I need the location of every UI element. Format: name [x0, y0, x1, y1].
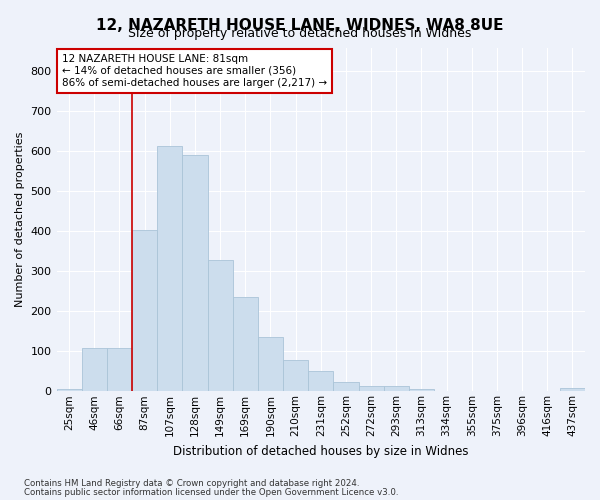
Bar [233, 298, 258, 392]
Bar [409, 390, 434, 392]
Bar [359, 386, 383, 392]
Bar [82, 348, 107, 392]
Text: Contains public sector information licensed under the Open Government Licence v3: Contains public sector information licen… [24, 488, 398, 497]
Bar [258, 338, 283, 392]
X-axis label: Distribution of detached houses by size in Widnes: Distribution of detached houses by size … [173, 444, 469, 458]
Bar [283, 360, 308, 392]
Text: Contains HM Land Registry data © Crown copyright and database right 2024.: Contains HM Land Registry data © Crown c… [24, 479, 359, 488]
Bar [560, 388, 585, 392]
Bar [56, 390, 82, 392]
Text: 12, NAZARETH HOUSE LANE, WIDNES, WA8 8UE: 12, NAZARETH HOUSE LANE, WIDNES, WA8 8UE [96, 18, 504, 32]
Bar [383, 386, 409, 392]
Bar [157, 146, 182, 392]
Bar [308, 372, 334, 392]
Text: 12 NAZARETH HOUSE LANE: 81sqm
← 14% of detached houses are smaller (356)
86% of : 12 NAZARETH HOUSE LANE: 81sqm ← 14% of d… [62, 54, 327, 88]
Text: Size of property relative to detached houses in Widnes: Size of property relative to detached ho… [128, 28, 472, 40]
Bar [132, 230, 157, 392]
Bar [107, 348, 132, 392]
Bar [182, 156, 208, 392]
Y-axis label: Number of detached properties: Number of detached properties [15, 132, 25, 307]
Bar [334, 382, 359, 392]
Bar [208, 260, 233, 392]
